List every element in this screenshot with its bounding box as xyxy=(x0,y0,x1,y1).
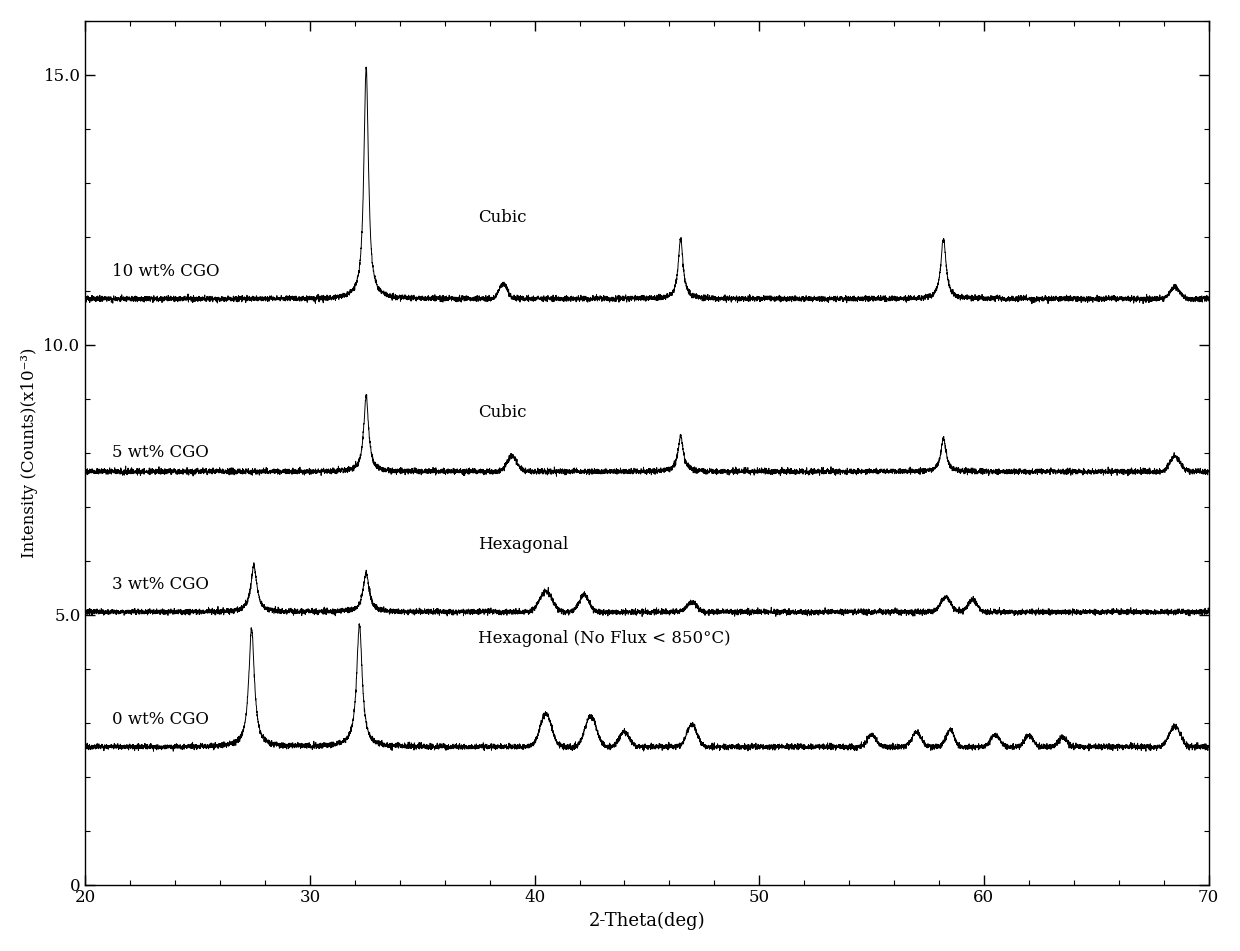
Text: 0 wt% CGO: 0 wt% CGO xyxy=(113,711,210,728)
X-axis label: 2-Theta(deg): 2-Theta(deg) xyxy=(589,912,706,930)
Text: Hexagonal: Hexagonal xyxy=(479,536,569,553)
Text: 10 wt% CGO: 10 wt% CGO xyxy=(113,263,219,281)
Y-axis label: Intensity (Counts)(x10⁻³): Intensity (Counts)(x10⁻³) xyxy=(21,347,38,558)
Text: Cubic: Cubic xyxy=(479,209,527,226)
Text: Hexagonal (No Flux < 850°C): Hexagonal (No Flux < 850°C) xyxy=(479,631,732,648)
Text: Cubic: Cubic xyxy=(479,403,527,420)
Text: 3 wt% CGO: 3 wt% CGO xyxy=(113,576,210,593)
Text: 5 wt% CGO: 5 wt% CGO xyxy=(113,444,210,461)
